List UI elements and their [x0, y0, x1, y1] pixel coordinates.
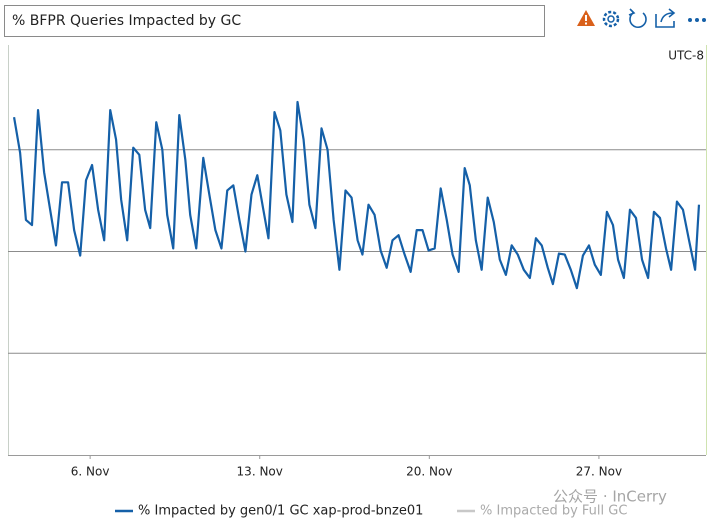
- legend-label: % Impacted by Full GC: [480, 504, 627, 519]
- refresh-icon[interactable]: [628, 8, 647, 28]
- title-box: [4, 5, 545, 37]
- settings-icon[interactable]: [602, 10, 620, 28]
- legend-label: % Impacted by gen0/1 GC xap-prod-bnze01: [138, 504, 423, 519]
- x-tick-label: 27. Nov: [576, 465, 622, 479]
- x-tick-label: 20. Nov: [406, 465, 452, 479]
- watermark: 公众号 · InCerry: [553, 488, 667, 506]
- series-line: [12, 100, 701, 290]
- chart-title: % BFPR Queries Impacted by GC: [12, 13, 241, 29]
- more-icon[interactable]: [688, 18, 706, 22]
- warning-icon[interactable]: [577, 10, 595, 26]
- x-tick-label: 6. Nov: [71, 465, 110, 479]
- x-tick-label: 13. Nov: [237, 465, 283, 479]
- timezone-label: UTC-8: [668, 49, 704, 63]
- share-icon[interactable]: [655, 8, 676, 28]
- toolbar: [577, 8, 706, 28]
